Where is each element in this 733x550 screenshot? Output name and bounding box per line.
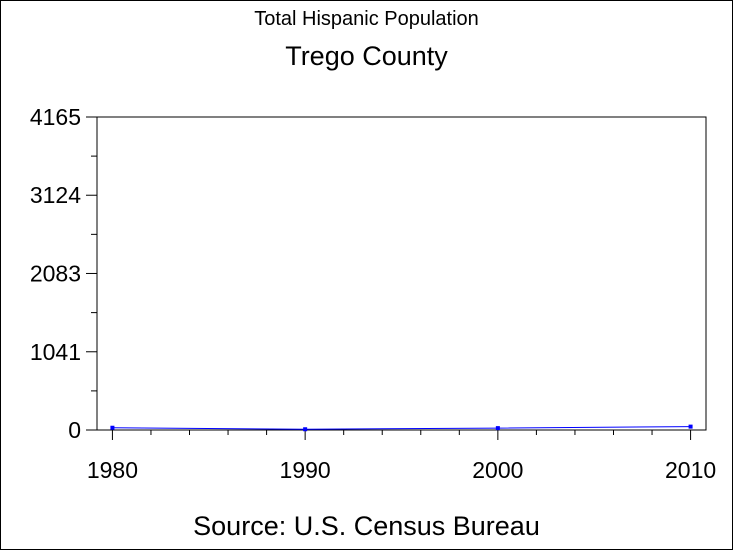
chart-title: Total Hispanic Population <box>254 8 479 30</box>
x-tick-label: 1980 <box>87 457 138 483</box>
data-point <box>303 427 308 432</box>
y-tick-label: 0 <box>68 417 81 443</box>
y-tick-label: 4165 <box>30 104 81 130</box>
y-tick-label: 2083 <box>30 260 81 286</box>
x-tick-label: 2000 <box>472 457 523 483</box>
data-point <box>688 424 693 429</box>
data-point <box>495 426 500 431</box>
x-tick-label: 2010 <box>665 457 716 483</box>
y-tick-label: 1041 <box>30 339 81 365</box>
x-tick-label: 1990 <box>280 457 331 483</box>
plot-area-border <box>96 116 707 431</box>
chart-subtitle: Trego County <box>285 41 448 71</box>
y-tick-label: 3124 <box>30 182 81 208</box>
data-point <box>110 425 115 430</box>
chart-footnote: Source: U.S. Census Bureau <box>193 511 540 541</box>
series-line <box>112 426 691 430</box>
